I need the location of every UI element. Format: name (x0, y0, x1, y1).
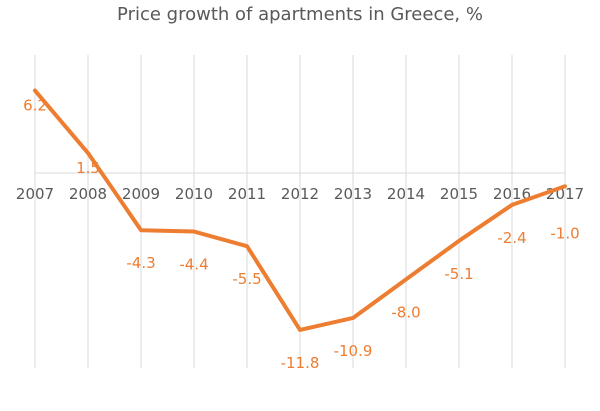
data-label: -4.3 (126, 254, 155, 272)
gridlines (34, 55, 566, 368)
chart-title: Price growth of apartments in Greece, % (117, 4, 483, 25)
x-tick-label: 2009 (122, 185, 160, 203)
data-label: -8.0 (391, 303, 420, 321)
x-tick-label: 2010 (175, 185, 213, 203)
data-label: -10.9 (334, 342, 373, 360)
x-tick-label: 2015 (440, 185, 478, 203)
x-tick-label: 2014 (387, 185, 425, 203)
x-tick-label: 2013 (334, 185, 372, 203)
data-label: 6.2 (23, 97, 47, 115)
x-tick-label: 2011 (228, 185, 266, 203)
data-label: 1.5 (76, 159, 100, 177)
data-label: -1.0 (550, 224, 579, 242)
data-labels: 6.2 1.5 -4.3 -4.4 -5.5 -11.8 -10.9 -8.0 -5.1 -2.4… (23, 97, 580, 372)
x-axis-tick-labels: 2007 2008 2009 2010 2011 2012 2013 2014 2015 2016… (16, 185, 584, 203)
data-label: -5.5 (232, 270, 261, 288)
x-tick-label: 2012 (281, 185, 319, 203)
data-label: -4.4 (179, 256, 208, 274)
x-tick-label: 2016 (493, 185, 531, 203)
data-label: -11.8 (281, 354, 320, 372)
x-tick-label: 2008 (69, 185, 107, 203)
series-line (33, 88, 567, 332)
data-label: -2.4 (497, 229, 526, 247)
x-tick-label: 2007 (16, 185, 54, 203)
data-label: -5.1 (444, 265, 473, 283)
